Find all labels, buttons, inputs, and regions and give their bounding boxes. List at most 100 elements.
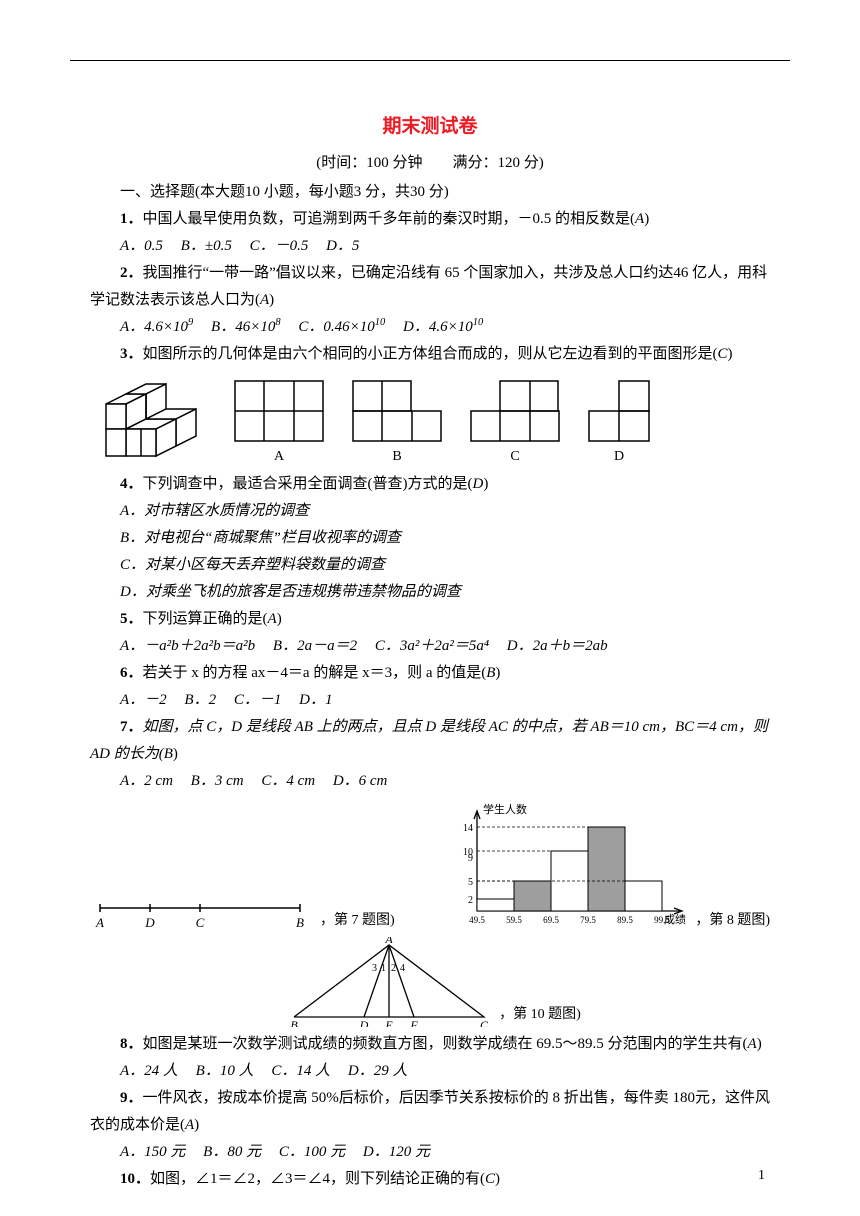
q6-opt-a: A．－2 — [120, 692, 167, 708]
q1-answer: A — [635, 211, 644, 227]
q7-options: A．2 cm B．3 cm C．4 cm D．6 cm — [90, 768, 770, 795]
q6-opt-d: D．1 — [299, 692, 332, 708]
fig-row-7-8: A D C B ，第 7 题图) 259101449.559.569.579.5… — [90, 803, 770, 933]
q6-opt-b: B．2 — [184, 692, 216, 708]
page-number: 1 — [758, 1163, 765, 1188]
q2-opt-d: D．4.6×1010 — [403, 319, 483, 335]
svg-text:E: E — [384, 1018, 393, 1027]
q4-opt-d: D．对乘坐飞机的旅客是否违规携带违禁物品的调查 — [90, 579, 770, 606]
svg-text:4: 4 — [400, 963, 405, 974]
q8-caption: ，第 8 题图) — [695, 908, 770, 933]
q3-label-d: D — [614, 444, 624, 469]
q7-opt-c: C．4 cm — [261, 773, 315, 789]
q3-figures: A B C — [90, 374, 770, 469]
svg-text:14: 14 — [463, 823, 473, 834]
q2-opt-b: B．46×108 — [211, 319, 281, 335]
q5-num: 5． — [120, 611, 143, 627]
q2-num: 2． — [120, 265, 143, 281]
svg-text:59.5: 59.5 — [506, 915, 522, 925]
q1-num: 1． — [120, 211, 143, 227]
q3-label-b: B — [392, 444, 401, 469]
section-1-heading: 一、选择题(本大题10 小题，每小题3 分，共30 分) — [90, 179, 770, 206]
q1-opt-d: D．5 — [326, 238, 359, 254]
grid-b-icon — [352, 380, 442, 442]
histogram-icon: 259101449.559.569.579.589.599.5学生人数成绩 — [445, 803, 695, 933]
svg-text:A: A — [95, 915, 104, 930]
q8-answer: A — [748, 1036, 757, 1052]
q8-opt-a: A．24 人 — [120, 1063, 178, 1079]
q8-options: A．24 人 B．10 人 C．14 人 D．29 人 — [90, 1058, 770, 1085]
q7-answer: B — [164, 746, 173, 762]
q9-opt-b: B．80 元 — [203, 1144, 261, 1160]
q2-opt-a: A．4.6×109 — [120, 319, 193, 335]
svg-text:49.5: 49.5 — [469, 915, 485, 925]
q3-stem-end: ) — [728, 346, 733, 362]
svg-text:D: D — [359, 1018, 369, 1027]
q5-opt-b: B．2a－a＝2 — [273, 638, 357, 654]
svg-text:C: C — [196, 915, 205, 930]
q5-answer: A — [268, 611, 277, 627]
page-top-border — [70, 60, 790, 61]
q4-stem: 下列调查中，最适合采用全面调查(普查)方式的是( — [143, 476, 473, 492]
q8: 8．如图是某班一次数学测试成绩的频数直方图，则数学成绩在 69.5～89.5 分… — [90, 1031, 770, 1058]
q9-opt-d: D．120 元 — [363, 1144, 430, 1160]
q7-num: 7． — [120, 719, 143, 735]
svg-text:学生人数: 学生人数 — [483, 803, 527, 816]
q5-opt-a: A．－a²b＋2a²b＝a²b — [120, 638, 255, 654]
svg-text:A: A — [384, 937, 393, 946]
solid-icon — [96, 374, 206, 469]
q3-label-c: C — [510, 444, 519, 469]
q5-opt-d: D．2a＋b＝2ab — [507, 638, 608, 654]
grid-d-icon — [588, 380, 650, 442]
q1-stem-end: ) — [644, 211, 649, 227]
q8-num: 8． — [120, 1036, 143, 1052]
q3: 3．如图所示的几何体是由六个相同的小正方体组合而成的，则从它左边看到的平面图形是… — [90, 341, 770, 368]
q3-num: 3． — [120, 346, 143, 362]
grid-c-icon — [470, 380, 560, 442]
q1-opt-c: C．－0.5 — [250, 238, 309, 254]
svg-text:成绩: 成绩 — [664, 913, 686, 926]
q7-opt-a: A．2 cm — [120, 773, 173, 789]
q10: 10．如图，∠1＝∠2，∠3＝∠4，则下列结论正确的有(C) — [90, 1166, 770, 1193]
q2-stem-end: ) — [269, 292, 274, 308]
grid-a-icon — [234, 380, 324, 442]
svg-text:C: C — [480, 1018, 489, 1027]
svg-text:1: 1 — [381, 963, 386, 974]
svg-text:2: 2 — [468, 895, 473, 906]
q10-caption: ，第 10 题图) — [499, 1002, 581, 1027]
q5-opt-c: C．3a²＋2a²＝5a⁴ — [375, 638, 489, 654]
q2-stem: 我国推行“一带一路”倡议以来，已确定沿线有 65 个国家加入，共涉及总人口约达4… — [90, 265, 767, 308]
q8-stem: 如图是某班一次数学测试成绩的频数直方图，则数学成绩在 69.5～89.5 分范围… — [143, 1036, 748, 1052]
svg-text:D: D — [144, 915, 155, 930]
q9-num: 9． — [120, 1090, 143, 1106]
q2-options: A．4.6×109 B．46×108 C．0.46×1010 D．4.6×101… — [90, 314, 770, 341]
q1-options: A．0.5 B．±0.5 C．－0.5 D．5 — [90, 233, 770, 260]
q4-answer: D — [473, 476, 484, 492]
q10-stem: 如图，∠1＝∠2，∠3＝∠4，则下列结论正确的有( — [150, 1171, 485, 1187]
svg-text:79.5: 79.5 — [580, 915, 596, 925]
q3-stem: 如图所示的几何体是由六个相同的小正方体组合而成的，则从它左边看到的平面图形是( — [143, 346, 718, 362]
line-segment-icon: A D C B — [90, 883, 320, 933]
q4: 4．下列调查中，最适合采用全面调查(普查)方式的是(D) — [90, 471, 770, 498]
q3-label-a: A — [274, 444, 284, 469]
q4-opt-b: B．对电视台“商城聚焦”栏目收视率的调查 — [90, 525, 770, 552]
q1-opt-b: B．±0.5 — [181, 238, 232, 254]
q6-opt-c: C．－1 — [234, 692, 282, 708]
q8-opt-d: D．29 人 — [348, 1063, 408, 1079]
q10-figure: A B D E F C 3 1 2 4 ，第 10 题图) — [90, 937, 770, 1027]
q1-opt-a: A．0.5 — [120, 238, 163, 254]
svg-text:5: 5 — [468, 877, 473, 888]
q8-opt-c: C．14 人 — [271, 1063, 330, 1079]
q4-opt-a: A．对市辖区水质情况的调查 — [90, 498, 770, 525]
q7-caption: ，第 7 题图) — [320, 908, 395, 933]
q3-opt-a: A — [234, 380, 324, 469]
q7-figure: A D C B ，第 7 题图) — [90, 883, 395, 933]
svg-text:F: F — [409, 1018, 418, 1027]
q5: 5．下列运算正确的是(A) — [90, 606, 770, 633]
q9-answer: A — [185, 1117, 194, 1133]
q9-opt-c: C．100 元 — [279, 1144, 345, 1160]
q7-stem: 如图，点 C，D 是线段 AB 上的两点，且点 D 是线段 AC 的中点，若 A… — [90, 719, 768, 762]
q1-stem: 中国人最早使用负数，可追溯到两千多年前的秦汉时期，－0.5 的相反数是( — [143, 211, 636, 227]
q9-opt-a: A．150 元 — [120, 1144, 185, 1160]
q2-opt-c: C．0.46×1010 — [298, 319, 385, 335]
